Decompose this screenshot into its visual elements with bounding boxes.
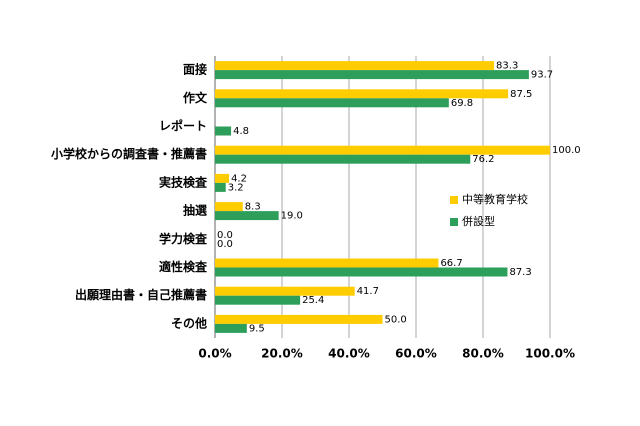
value-label: 0.0 [217,230,233,241]
value-label: 9.5 [249,323,265,334]
bar [215,145,550,155]
bar [215,323,247,333]
y-tick-label: 適性検査 [159,259,208,274]
value-label: 25.4 [302,295,324,306]
bar [215,314,383,324]
y-tick-label: 学力検査 [159,231,208,246]
value-label: 19.0 [281,211,303,222]
y-tick-label: その他 [171,315,207,330]
value-label: 8.3 [245,202,261,213]
value-label: 3.2 [228,182,244,193]
value-label: 4.8 [233,126,249,137]
bar [215,154,471,164]
x-tick-label: 0.0% [198,347,231,361]
bar [215,267,508,277]
x-tick-label: 40.0% [328,347,370,361]
bar [215,286,355,296]
y-tick-label: 作文 [183,90,208,105]
legend-label: 中等教育学校 [462,192,528,206]
x-tick-label: 60.0% [395,347,437,361]
value-label: 93.7 [531,70,553,81]
bar [215,258,439,268]
value-label: 87.3 [509,267,531,278]
y-tick-label: 出願理由書・自己推薦書 [75,287,207,302]
value-label: 66.7 [440,258,462,269]
value-label: 0.0 [217,239,233,250]
bar [215,126,232,136]
bar [215,61,495,71]
bar [215,202,243,212]
y-tick-label: 実技検査 [159,174,208,189]
value-label: 87.5 [510,89,532,100]
legend-swatch [450,196,458,204]
y-tick-label: 抽選 [183,203,207,218]
bar [215,295,301,305]
legend-label: 併設型 [462,214,495,228]
x-tick-label: 80.0% [462,347,504,361]
bar [215,211,279,221]
value-label: 76.2 [472,154,494,165]
value-label: 83.3 [496,61,518,72]
value-label: 4.2 [231,173,247,184]
value-label: 100.0 [552,145,581,156]
bar [215,98,449,108]
bar [215,70,529,80]
value-label: 50.0 [385,314,407,325]
x-tick-label: 20.0% [261,347,303,361]
legend-swatch [450,218,458,226]
value-label: 41.7 [357,286,379,297]
bar [215,182,226,192]
y-tick-label: レポート [159,118,207,133]
y-tick-label: 面接 [183,62,207,77]
x-tick-label: 100.0% [525,347,575,361]
value-label: 69.8 [451,98,473,109]
y-tick-label: 小学校からの調査書・推薦書 [51,146,207,161]
bar [215,173,230,183]
bar [215,89,509,99]
